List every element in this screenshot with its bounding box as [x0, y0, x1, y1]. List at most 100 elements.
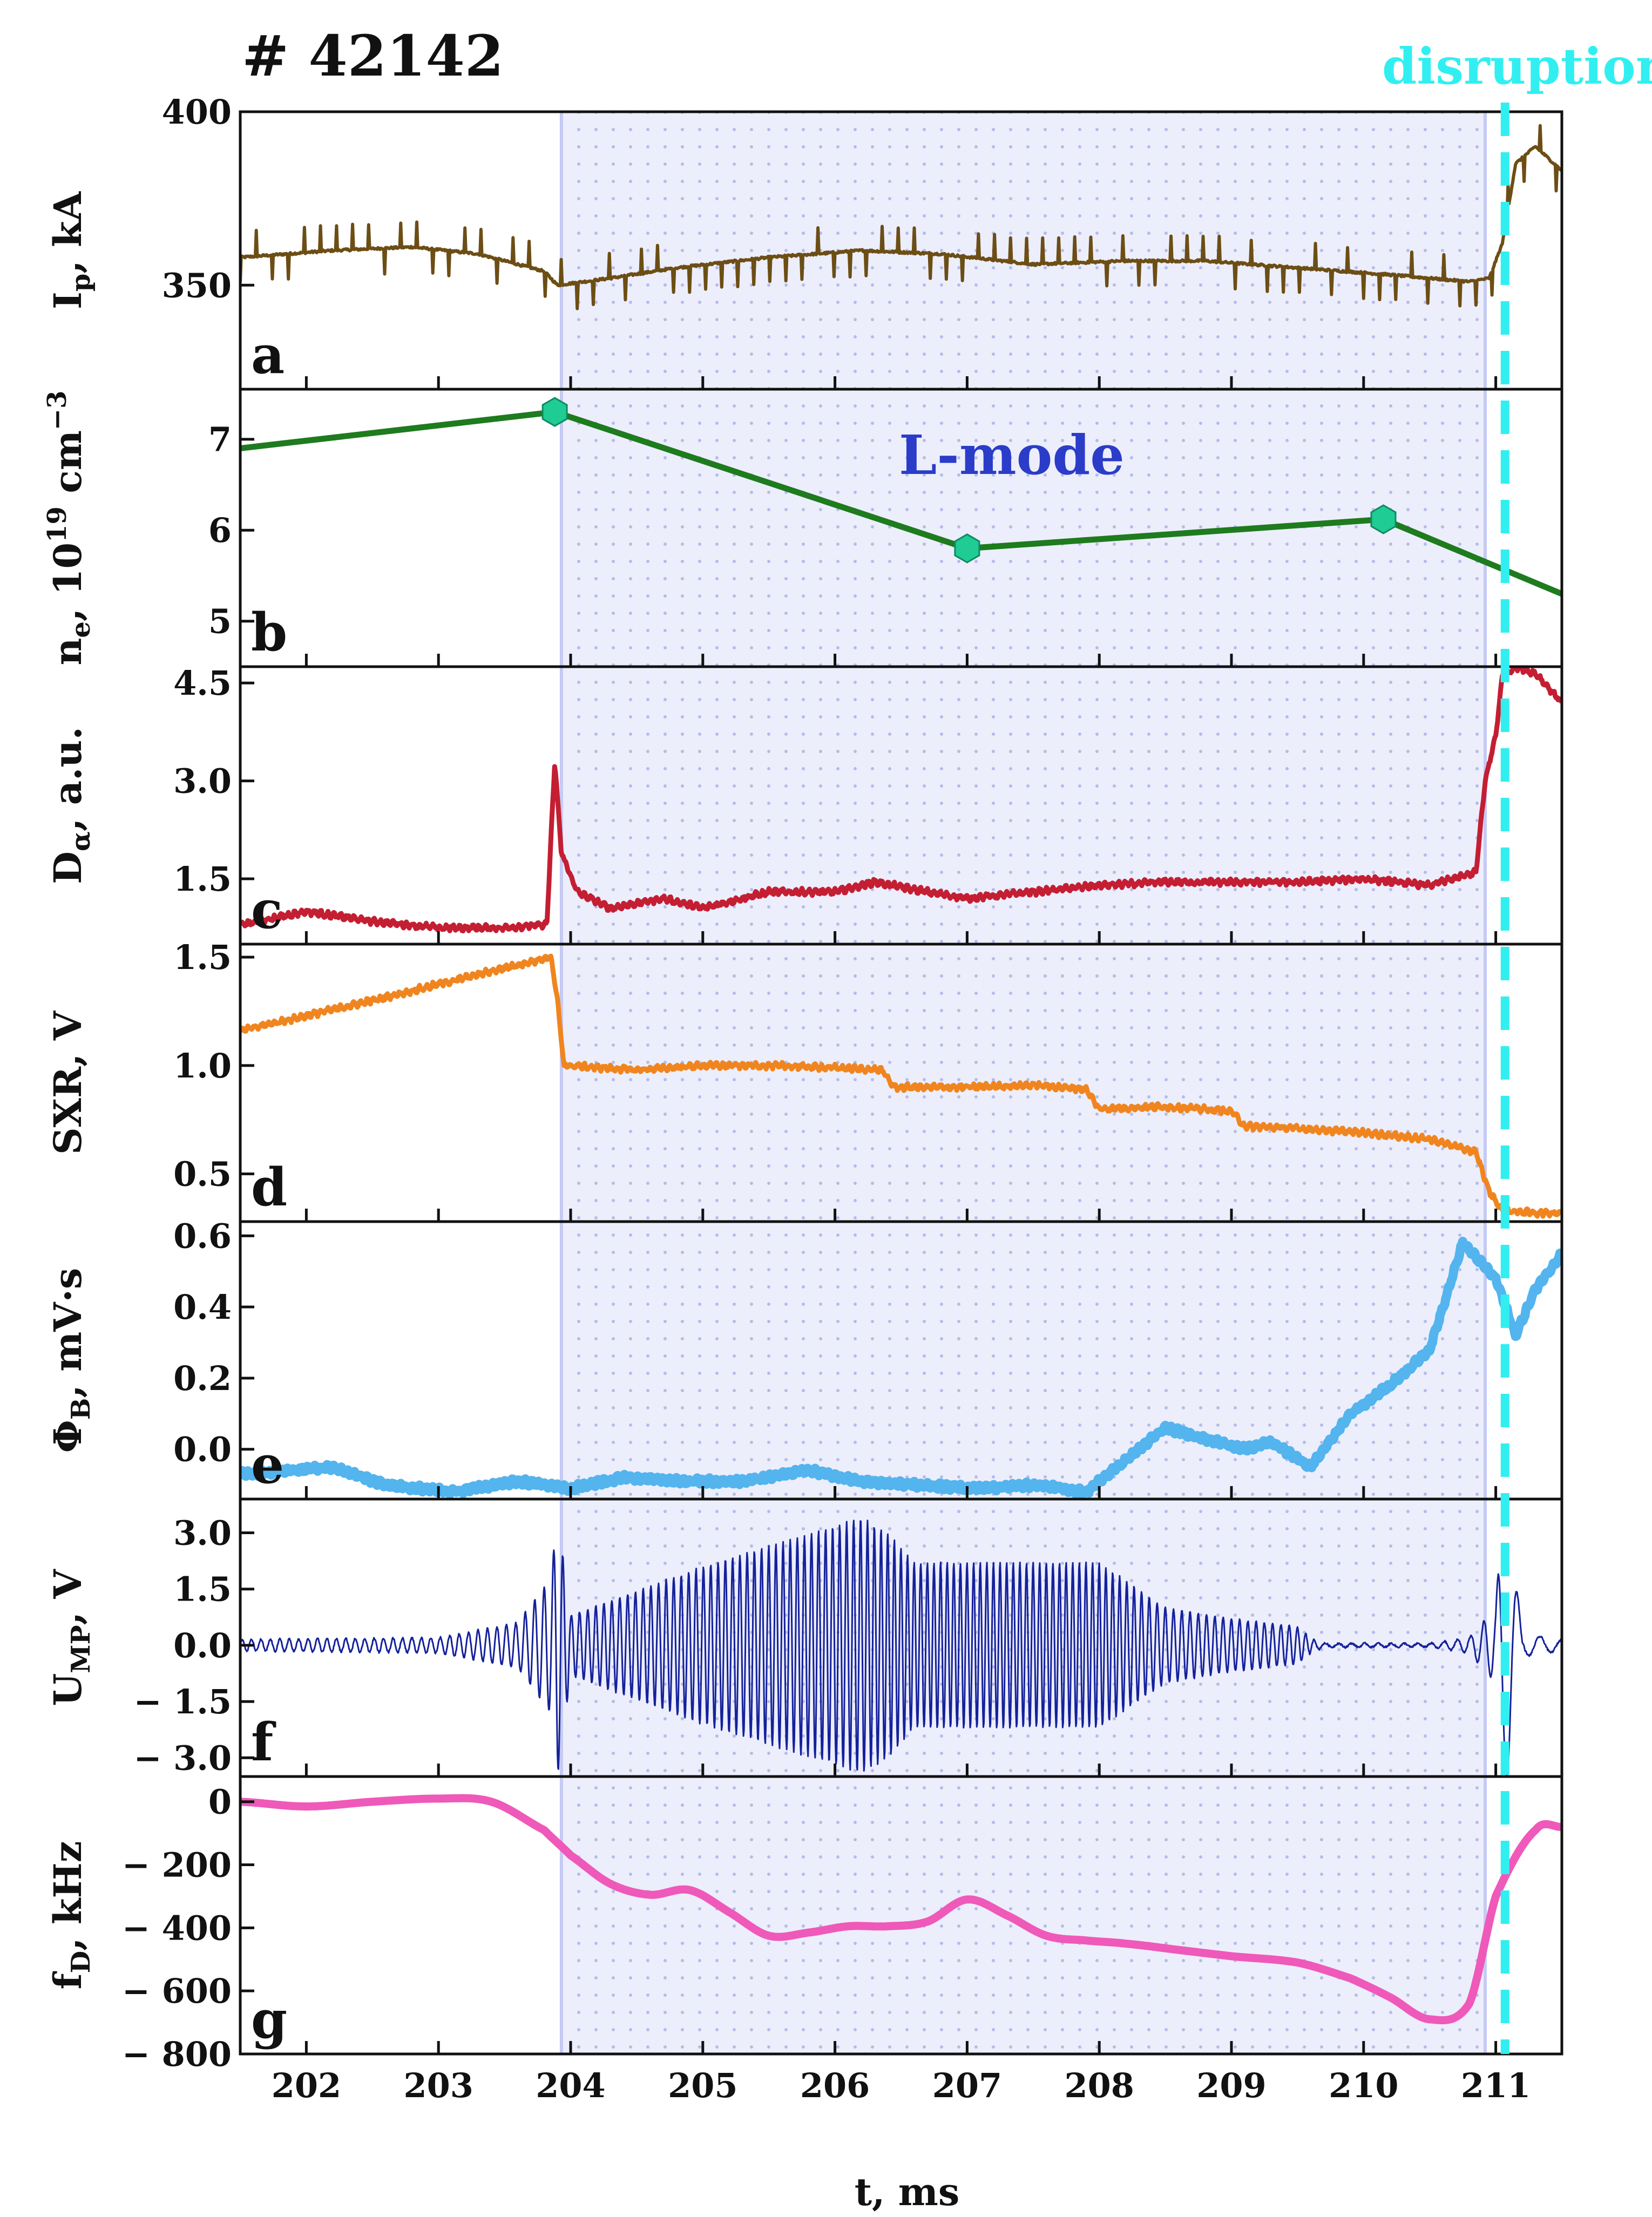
panel-letter: c [251, 879, 282, 940]
x-tick-label: 207 [932, 2066, 1002, 2105]
y-tick-label: − 1.5 [134, 1682, 232, 1721]
y-axis-title-b: ne, 1019 cm−3 [42, 390, 96, 665]
series-line-Ip [240, 124, 1562, 310]
y-axis-title-part: , mV·s [45, 1268, 90, 1398]
lmode-band-g [561, 1777, 1486, 2054]
y-axis-title-part: f [45, 1971, 90, 1989]
y-tick-label: 1.0 [173, 1046, 232, 1086]
data-point-marker [954, 533, 980, 564]
panel-letter: d [251, 1157, 287, 1218]
x-tick-label: 202 [272, 2066, 341, 2105]
lmode-band-c [561, 667, 1486, 944]
panel-d: 0.5 1.0 1.5 d SXR, V [45, 938, 1563, 1223]
y-tick-label: 0 [208, 1782, 232, 1822]
series-line-SXR [240, 953, 1562, 1219]
lmode-band-f [561, 1499, 1486, 1777]
y-tick-label: − 3.0 [134, 1738, 232, 1778]
panel-letter: a [251, 324, 285, 385]
y-tick-label: − 600 [122, 1971, 232, 2011]
lmode-label: L-mode [899, 423, 1125, 487]
y-tick-label: 6 [208, 511, 232, 550]
y-axis-title-g: fD, kHz [45, 1841, 96, 1990]
y-axis-title-part: 19 [42, 506, 72, 543]
series-line-PhiB [240, 1237, 1562, 1499]
y-axis-title-f: UMP, V [45, 1569, 96, 1706]
data-point-marker [1370, 504, 1397, 534]
y-axis-title-part: SXR, V [45, 1010, 90, 1155]
panel-letter: b [251, 602, 287, 663]
y-axis-title-part: I [45, 291, 90, 309]
y-axis-title-part: , 10 [45, 543, 90, 621]
y-tick-label: 0.0 [173, 1626, 232, 1665]
series-line-fD [240, 1794, 1562, 2024]
y-axis-title-part: cm [45, 430, 90, 506]
panel-f: − 3.0 − 1.5 0.0 1.5 3.0 f UMP, V [45, 1497, 1563, 1778]
y-tick-label: 3.0 [173, 762, 232, 801]
y-tick-label: − 200 [122, 1846, 232, 1885]
y-tick-label: 1.5 [173, 859, 232, 899]
x-axis-title: t, ms [855, 2169, 960, 2214]
y-axis-title-part: , V [45, 1569, 90, 1625]
x-tick-label: 211 [1461, 2066, 1531, 2105]
y-axis-title-part: B [66, 1398, 96, 1420]
y-tick-label: 400 [162, 92, 232, 132]
data-point-marker [541, 397, 568, 427]
y-axis-title-part: e [66, 621, 96, 638]
y-axis-title-part: Φ [45, 1420, 90, 1453]
shot-title: # 42142 [242, 23, 504, 89]
y-tick-label: 0.2 [173, 1359, 232, 1398]
x-tick-label: 210 [1329, 2066, 1398, 2105]
y-axis-title-part: −3 [42, 390, 72, 430]
disruption-label: disruption [1382, 37, 1652, 96]
y-axis-title-part: D [66, 1951, 96, 1974]
y-axis-title-part: α [66, 831, 96, 851]
y-axis-title-d: SXR, V [45, 1010, 90, 1155]
y-tick-label: 4.5 [173, 663, 232, 703]
y-tick-label: 350 [162, 266, 232, 305]
y-axis-title-part: , kA [45, 191, 90, 273]
x-tick-label: 209 [1196, 2066, 1266, 2105]
y-axis-title-e: ΦB, mV·s [45, 1268, 96, 1453]
y-axis-title-part: , kHz [45, 1841, 90, 1951]
y-axis-title-part: MP [66, 1625, 96, 1673]
y-tick-label: 0.6 [173, 1216, 232, 1256]
y-axis-title-part: p [66, 274, 96, 292]
panel-c: 1.5 3.0 4.5 c Dα, a.u. [45, 663, 1563, 946]
x-tick-label: 205 [668, 2066, 737, 2105]
y-tick-label: − 800 [122, 2035, 232, 2074]
y-tick-label: 5 [208, 602, 232, 641]
y-axis-title-c: Dα, a.u. [45, 727, 96, 884]
panel-letter: f [251, 1712, 276, 1773]
axes-frame-g [239, 1775, 1563, 2056]
y-tick-label: 1.5 [173, 938, 232, 977]
y-axis-title-part: D [45, 851, 90, 884]
y-tick-label: 7 [208, 420, 232, 459]
x-tick-label: 203 [403, 2066, 473, 2105]
panel-e: 0.0 0.2 0.4 0.6 e ΦB, mV·s [45, 1216, 1563, 1501]
y-tick-label: 1.5 [173, 1570, 232, 1609]
lmode-band-b [561, 389, 1486, 667]
x-tick-label: 208 [1064, 2066, 1134, 2105]
y-tick-label: − 400 [122, 1908, 232, 1948]
panel-b: 5 6 7 b ne, 1019 cm−3 [42, 388, 1563, 668]
y-axis-title-a: Ip, kA [45, 191, 96, 309]
panel-a: 350 400 a Ip, kA [45, 92, 1563, 391]
series-line-Dalpha [240, 667, 1562, 934]
panel-letter: g [251, 1989, 287, 2050]
y-tick-label: 0.0 [173, 1430, 232, 1469]
y-axis-title-part: n [45, 638, 90, 666]
overlay-layer: 202 203 204 205 206 207 208 209 210 211 [272, 103, 1531, 2105]
y-tick-label: 0.4 [173, 1287, 232, 1327]
lmode-band-e [561, 1222, 1486, 1499]
x-tick-label: 204 [536, 2066, 605, 2105]
panel-g: − 800 − 600 − 400 − 200 0 g fD, kHz [45, 1775, 1563, 2074]
x-tick-label: 206 [800, 2066, 870, 2105]
series-line-UMP [240, 1520, 1562, 1777]
lmode-band-a [561, 112, 1486, 389]
y-axis-title-part: U [45, 1673, 90, 1706]
y-tick-label: 3.0 [173, 1514, 232, 1553]
y-tick-label: 0.5 [173, 1155, 232, 1194]
panel-letter: e [251, 1434, 284, 1495]
